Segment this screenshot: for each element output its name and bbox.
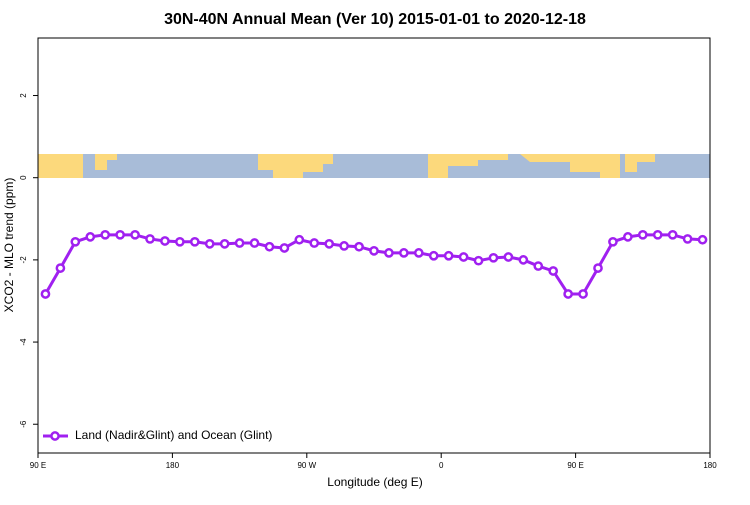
data-point [279, 243, 290, 253]
data-point [608, 236, 618, 247]
data-point [264, 241, 275, 252]
data-point [85, 232, 96, 242]
data-point [578, 289, 588, 299]
data-point [204, 239, 215, 249]
data-point [354, 241, 364, 252]
x-tick-label: 90 E [567, 461, 583, 470]
data-point [488, 252, 499, 263]
data-point [623, 232, 633, 242]
data-point [294, 234, 305, 245]
data-point [70, 236, 81, 247]
data-point [697, 234, 708, 245]
data-point [175, 236, 185, 247]
x-tick-label: 90 W [297, 461, 316, 470]
y-tick-label: 2 [19, 93, 28, 98]
x-axis-label: Longitude (deg E) [327, 475, 422, 489]
data-point [682, 234, 693, 244]
data-point [234, 238, 245, 248]
legend-marker [50, 431, 60, 441]
map-strip [38, 154, 710, 178]
data-point [130, 229, 140, 240]
data-point [503, 252, 514, 262]
x-tick-label: 90 E [30, 461, 46, 470]
chart-title: 30N-40N Annual Mean (Ver 10) 2015-01-01 … [164, 11, 586, 28]
y-tick-label: -2 [19, 256, 28, 264]
data-point [160, 236, 170, 246]
data-point [145, 234, 155, 244]
x-tick-label: 0 [439, 461, 444, 470]
plot-frame [37, 37, 711, 454]
y-tick-label: -4 [19, 338, 28, 346]
x-tick-label: 180 [703, 461, 717, 470]
series-line [44, 233, 703, 296]
data-point [443, 250, 454, 261]
data-point [667, 229, 678, 240]
data-point [115, 229, 125, 240]
data-point [533, 261, 544, 271]
data-point [369, 245, 379, 256]
data-point [428, 250, 439, 261]
data-point [518, 255, 529, 265]
data-point [458, 252, 469, 262]
data-point [100, 229, 111, 240]
data-point [55, 263, 66, 273]
x-tick-label: 180 [166, 461, 180, 470]
data-point [473, 255, 484, 266]
data-point [249, 238, 260, 248]
data-point [548, 266, 559, 276]
data-point [219, 239, 230, 249]
data-point [189, 236, 200, 247]
y-tick-label: -6 [19, 420, 28, 428]
data-point [384, 248, 394, 258]
data-point [563, 289, 573, 299]
legend-label: Land (Nadir&Glint) and Ocean (Glint) [75, 428, 272, 442]
y-tick-label: 0 [19, 175, 28, 180]
data-point [399, 248, 409, 258]
data-point [593, 263, 603, 273]
data-point [324, 239, 335, 249]
data-point [339, 241, 349, 251]
y-axis-label: XCO2 - MLO trend (ppm) [2, 178, 16, 313]
data-point [309, 238, 320, 248]
data-point [637, 229, 648, 240]
data-point [413, 248, 424, 258]
data-point [652, 229, 663, 240]
data-point [40, 289, 51, 299]
